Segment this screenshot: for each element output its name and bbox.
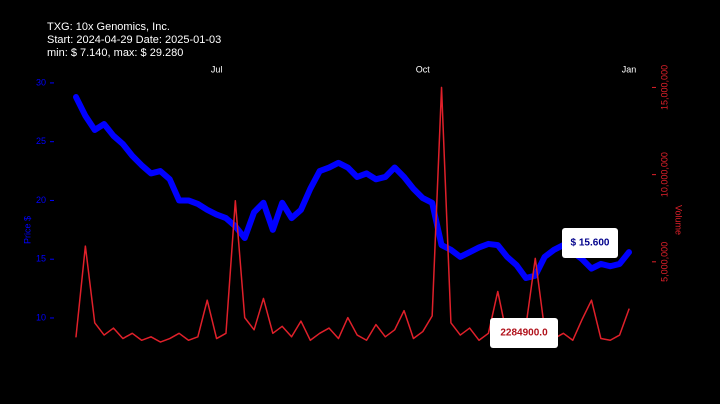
y-tick-label: 20	[36, 195, 46, 205]
y-tick-label: 15	[36, 254, 46, 264]
annotation: $ 15.600	[571, 238, 610, 249]
y2-tick-label: 10,000,000	[659, 152, 669, 197]
y-tick-label: 30	[36, 77, 46, 87]
x-tick-label: Oct	[416, 64, 431, 74]
x-tick-label: Jul	[211, 64, 223, 74]
y2-axis-label: Volume	[674, 205, 684, 235]
title-line: TXG: 10x Genomics, Inc.	[47, 21, 170, 33]
x-tick-label: Jan	[622, 64, 637, 74]
y-tick-label: 10	[36, 312, 46, 322]
annotation-box	[562, 228, 618, 258]
y-tick-label: 25	[36, 136, 46, 146]
y2-tick-label: 15,000,000	[659, 65, 669, 110]
y2-tick-label: 5,000,000	[659, 242, 669, 282]
annotation-box	[490, 318, 558, 348]
volume-line	[75, 86, 630, 343]
y-axis-label: Price $	[22, 216, 32, 244]
title-line: Start: 2024-04-29 Date: 2025-01-03	[47, 34, 221, 46]
annotation: 2284900.0	[500, 328, 548, 339]
title-line: min: $ 7.140, max: $ 29.280	[47, 47, 183, 59]
